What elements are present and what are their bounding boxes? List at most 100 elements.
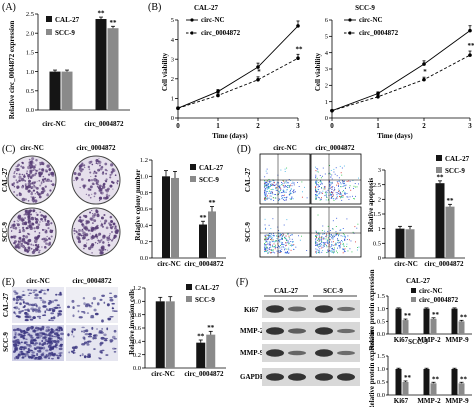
panel-b-ylabel-left: Cell viability (161, 52, 169, 91)
bar (436, 183, 445, 258)
flow-event (322, 176, 323, 177)
flow-event (288, 243, 289, 244)
flow-event (302, 197, 303, 198)
flow-event (272, 235, 273, 236)
flow-event (328, 237, 329, 238)
flow-event (349, 239, 350, 240)
flow-event (318, 238, 319, 239)
cell (14, 334, 16, 336)
colony-dot (96, 182, 98, 184)
flow-event (320, 246, 321, 247)
flow-event (333, 190, 334, 191)
cell (101, 295, 105, 297)
panel-d-col-label-target: circ_0004872 (315, 144, 355, 152)
flow-event (265, 199, 266, 200)
flow-event (293, 245, 294, 246)
flow-event (276, 241, 277, 242)
flow-event (334, 200, 335, 201)
flow-event (344, 234, 345, 235)
flow-event (325, 188, 326, 189)
blot-band (337, 329, 355, 333)
flow-event (276, 187, 277, 188)
flow-event (280, 251, 281, 252)
flow-event (269, 179, 270, 180)
colony-dot (38, 223, 41, 226)
flow-event (265, 197, 266, 198)
bar (108, 28, 119, 110)
cell (21, 342, 23, 344)
flow-event (289, 237, 290, 238)
flow-event (324, 195, 325, 196)
flow-event (271, 239, 272, 240)
flow-event (266, 248, 267, 249)
flow-event (267, 183, 268, 184)
colony-dot (27, 226, 28, 227)
panel-b-xlabel-right: Time (days) (377, 132, 413, 140)
bar (403, 320, 409, 334)
cell (86, 341, 89, 344)
cell (104, 302, 106, 304)
cell (108, 319, 111, 321)
flow-event (322, 230, 323, 231)
flow-event (264, 187, 265, 188)
colony-dot (33, 190, 35, 192)
flow-event (327, 252, 328, 253)
data-point (422, 62, 426, 66)
flow-event (279, 252, 280, 253)
colony-dot (20, 244, 23, 247)
legend-label-scc9: SCC-9 (55, 29, 75, 37)
flow-event (315, 242, 316, 243)
flow-event (354, 226, 355, 227)
colony-dot (49, 168, 51, 170)
flow-event (338, 193, 339, 194)
colony-dot (39, 250, 41, 252)
cell (94, 334, 98, 337)
flow-event (315, 239, 316, 240)
significance-label: ** (460, 375, 468, 383)
colony-dot (33, 174, 36, 177)
flow-event (291, 188, 292, 189)
flow-event (340, 243, 341, 244)
colony-dot (36, 236, 39, 239)
colony-dot (18, 241, 21, 244)
colony-dot (89, 168, 91, 170)
flow-event (279, 242, 280, 243)
colony-dot (44, 229, 45, 230)
flow-event (321, 248, 322, 249)
cell (36, 336, 39, 338)
flow-event (272, 184, 273, 185)
flow-event (269, 235, 270, 236)
flow-event (297, 182, 298, 183)
flow-event (264, 251, 265, 252)
y-tick-label: 0.6 (140, 206, 149, 213)
cell (99, 299, 102, 301)
cell (28, 295, 30, 296)
flow-event (281, 234, 282, 235)
colony-dot (43, 176, 45, 178)
significance-label: ** (437, 173, 445, 181)
colony-dot (111, 240, 113, 242)
flow-event (320, 184, 321, 185)
flow-event (331, 189, 332, 190)
cell (49, 308, 51, 311)
flow-event (291, 244, 292, 245)
cell (22, 347, 24, 349)
colony-dot (20, 165, 22, 167)
colony-dot (91, 194, 92, 195)
flow-event (316, 251, 317, 252)
colony-dot (108, 244, 111, 247)
flow-event (333, 239, 334, 240)
cell (31, 351, 34, 353)
colony-dot (88, 247, 91, 250)
colony-dot (40, 218, 43, 221)
colony-dot (35, 159, 37, 161)
cell (104, 339, 107, 341)
colony-dot (39, 168, 41, 170)
flow-event (323, 247, 324, 248)
flow-event (319, 197, 320, 198)
flow-event (293, 198, 294, 199)
x-tick-label: circ-NC (151, 370, 175, 378)
flow-event (287, 189, 288, 190)
flow-event (347, 235, 348, 236)
colony-dot (31, 217, 35, 221)
